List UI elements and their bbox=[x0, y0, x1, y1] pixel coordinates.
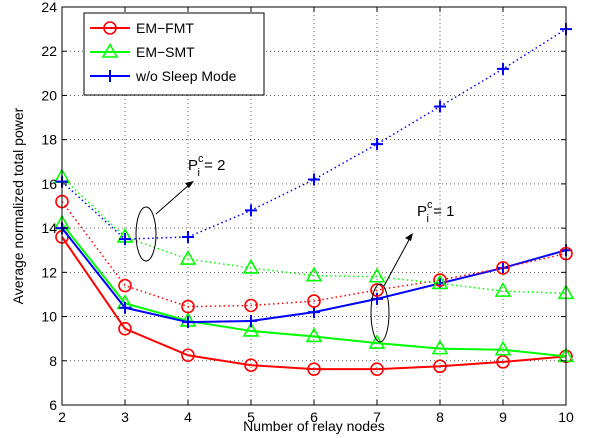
data-point bbox=[307, 294, 321, 308]
x-tick-label: 2 bbox=[58, 409, 66, 425]
series-line bbox=[61, 201, 567, 308]
x-tick-label: 5 bbox=[247, 409, 255, 425]
arrow-pc2-line bbox=[155, 183, 191, 215]
y-tick-label: 22 bbox=[41, 43, 57, 59]
data-point bbox=[305, 327, 323, 343]
data-point bbox=[494, 340, 512, 356]
y-tick-label: 12 bbox=[41, 264, 57, 280]
data-point bbox=[433, 273, 447, 287]
y-tick-label: 6 bbox=[49, 397, 57, 413]
data-point bbox=[434, 100, 446, 113]
data-point bbox=[118, 278, 132, 293]
data-point bbox=[496, 355, 510, 369]
data-point bbox=[305, 266, 323, 282]
y-tick-label: 14 bbox=[41, 220, 57, 236]
data-point bbox=[181, 299, 195, 314]
data-point bbox=[433, 359, 447, 374]
data-point bbox=[371, 138, 383, 151]
x-tick-label: 8 bbox=[436, 409, 444, 425]
y-tick-label: 20 bbox=[41, 87, 57, 103]
y-tick-label: 16 bbox=[41, 176, 57, 192]
data-point bbox=[308, 306, 320, 319]
legend-entry: EM−FMT bbox=[136, 20, 194, 36]
arrow-pc1-line bbox=[383, 237, 411, 287]
data-point bbox=[242, 258, 260, 274]
series-line bbox=[61, 223, 567, 358]
y-tick-label: 24 bbox=[41, 0, 57, 15]
y-axis-label: Average normalized total power bbox=[10, 107, 26, 304]
data-point bbox=[368, 267, 386, 283]
data-point bbox=[119, 301, 131, 314]
y-tick-label: 8 bbox=[49, 353, 57, 369]
arrow-pc2-head bbox=[185, 181, 194, 188]
legend-marker bbox=[101, 42, 119, 58]
series-line bbox=[61, 176, 567, 295]
data-point bbox=[431, 339, 449, 355]
data-point bbox=[431, 274, 449, 290]
ellipse-pc2 bbox=[135, 206, 157, 262]
legend-marker bbox=[104, 70, 116, 82]
x-axis-label: Number of relay nodes bbox=[243, 418, 385, 434]
data-point bbox=[494, 281, 512, 297]
arrow-pc1-head bbox=[405, 233, 413, 241]
data-point bbox=[244, 298, 258, 313]
data-point bbox=[242, 321, 260, 337]
data-point bbox=[308, 173, 320, 186]
annotation-pc1: Pc i = 1 bbox=[417, 199, 454, 225]
data-point bbox=[497, 62, 509, 75]
data-point bbox=[182, 316, 194, 329]
legend-box bbox=[83, 12, 265, 96]
series-3 bbox=[55, 194, 573, 314]
legend-marker bbox=[103, 21, 117, 35]
data-point bbox=[181, 348, 195, 363]
data-point bbox=[244, 358, 258, 373]
data-point bbox=[371, 292, 383, 305]
x-tick-label: 3 bbox=[121, 409, 129, 425]
annotations: Pc i = 2 Pc i = 1 bbox=[135, 153, 454, 343]
data-point bbox=[182, 230, 194, 243]
data-point bbox=[245, 204, 257, 217]
data-point bbox=[118, 321, 132, 336]
data-point bbox=[245, 314, 257, 327]
x-tick-label: 7 bbox=[373, 409, 381, 425]
series-line bbox=[61, 236, 567, 371]
annotation-pc2: Pc i = 2 bbox=[188, 153, 225, 179]
data-point bbox=[497, 261, 509, 274]
legend: EM−FMT EM−SMT w/o Sleep Mode bbox=[83, 12, 265, 96]
y-tick-label: 18 bbox=[41, 132, 57, 148]
y-tick-label: 10 bbox=[41, 309, 57, 325]
data-point bbox=[496, 261, 510, 275]
ellipse-pc1 bbox=[370, 283, 390, 343]
data-point bbox=[370, 362, 384, 376]
legend-entry: w/o Sleep Mode bbox=[135, 68, 237, 84]
data-point bbox=[307, 362, 321, 376]
x-tick-label: 10 bbox=[558, 409, 574, 425]
data-point bbox=[370, 283, 384, 297]
ticks: 2 3 4 5 6 7 8 9 10 6 8 10 12 14 16 18 20 22 24 bbox=[41, 0, 574, 425]
data-point bbox=[119, 233, 131, 246]
legend-entry: EM−SMT bbox=[136, 44, 195, 60]
x-tick-label: 4 bbox=[184, 409, 192, 425]
x-tick-label: 6 bbox=[310, 409, 318, 425]
data-point bbox=[179, 249, 197, 265]
x-tick-label: 9 bbox=[499, 409, 507, 425]
